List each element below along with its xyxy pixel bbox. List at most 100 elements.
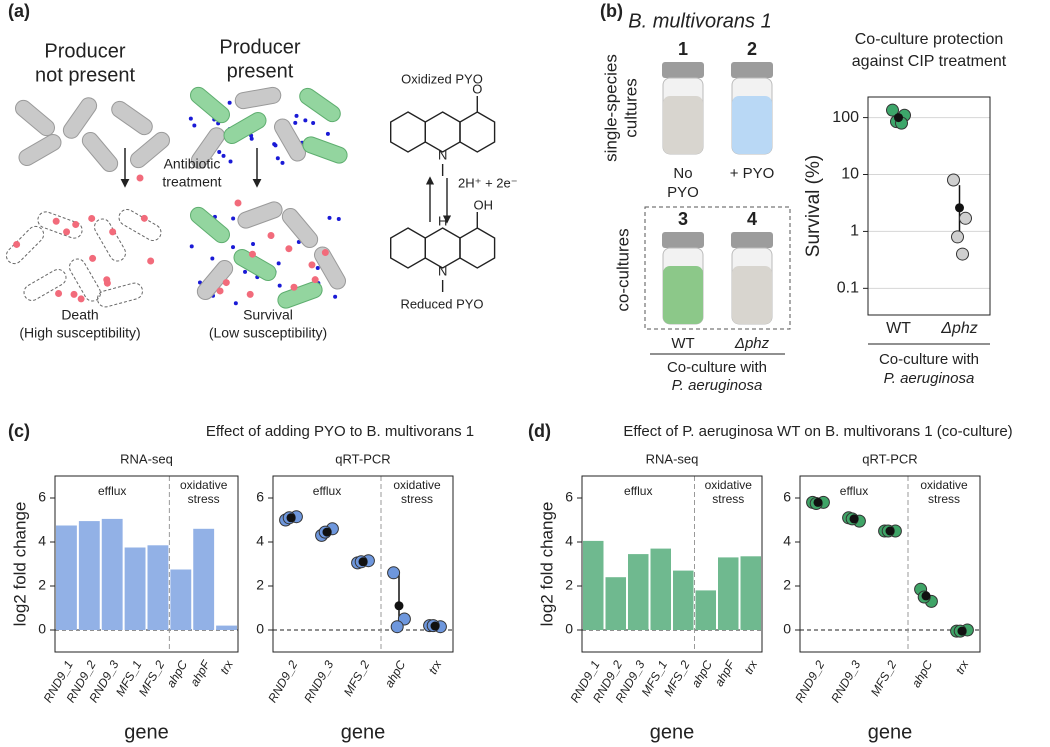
label: (High susceptibility) — [19, 325, 140, 341]
molecule — [294, 113, 299, 118]
bacterium — [190, 86, 230, 124]
molecule — [243, 269, 248, 274]
label: + PYO — [730, 165, 775, 182]
label: RND9_3 — [828, 658, 863, 705]
label: Producer — [44, 40, 125, 62]
label: Δphz — [940, 320, 978, 337]
label: RNA-seq — [120, 451, 173, 466]
mean-point — [394, 601, 404, 611]
label: ahpC — [382, 658, 409, 690]
molecule — [311, 276, 319, 284]
molecule — [77, 295, 85, 303]
label: efflux — [98, 484, 126, 498]
bacterium — [299, 87, 341, 123]
molecule — [325, 131, 330, 136]
label: trx — [953, 657, 972, 676]
label: 4 — [38, 533, 46, 549]
label: 0 — [38, 621, 46, 637]
bacterium — [118, 209, 162, 241]
label: 4 — [747, 209, 757, 229]
label: PYO — [667, 184, 699, 201]
panel-title: B. multivorans 1 — [628, 10, 771, 32]
label: MFS_2 — [868, 658, 900, 699]
bacterium — [15, 99, 55, 137]
plot-frame — [54, 475, 239, 653]
label: N — [438, 263, 447, 278]
label: 4 — [565, 533, 573, 549]
label: WT — [671, 335, 694, 352]
label: 6 — [38, 489, 46, 505]
bacterium — [233, 249, 277, 281]
bacterium — [130, 131, 170, 169]
label: P. aeruginosa — [672, 377, 763, 394]
tube-cap — [731, 62, 773, 78]
label: Death — [61, 307, 98, 323]
mean-point — [921, 591, 931, 601]
label: WT — [886, 320, 911, 337]
molecule — [136, 174, 144, 182]
bacterium — [281, 208, 319, 248]
label: oxidative — [705, 478, 753, 492]
label: stress — [188, 492, 220, 506]
label: single-species — [601, 54, 620, 162]
label: RND9_2 — [265, 658, 300, 705]
label: gene — [868, 721, 913, 743]
data-point — [956, 247, 969, 261]
molecule — [290, 283, 298, 291]
bar — [740, 556, 761, 630]
label: MFS_2 — [341, 658, 373, 699]
molecule — [63, 228, 71, 236]
bar — [673, 570, 694, 630]
data-point — [387, 566, 401, 580]
label: 10 — [841, 166, 859, 183]
bar — [170, 569, 192, 630]
bond — [424, 111, 461, 153]
bacterium — [69, 258, 102, 302]
label: ahpF — [712, 658, 738, 689]
molecule — [221, 153, 226, 158]
molecule — [70, 290, 78, 298]
molecule — [273, 143, 278, 148]
mean-point — [430, 621, 440, 631]
molecule — [285, 245, 293, 253]
molecule — [140, 214, 148, 222]
molecule — [231, 245, 236, 250]
data-point — [886, 103, 899, 117]
bacterium — [5, 225, 45, 265]
label: 0.1 — [837, 280, 859, 297]
molecule — [89, 254, 97, 262]
molecule — [231, 216, 236, 221]
molecule — [88, 214, 96, 222]
label: co-cultures — [613, 228, 632, 311]
label: stress — [928, 492, 960, 506]
bacterium — [62, 97, 98, 139]
bond — [390, 111, 426, 153]
bacterium — [190, 206, 230, 244]
label: efflux — [313, 484, 341, 498]
molecule — [315, 266, 320, 271]
bar — [583, 540, 604, 630]
box — [644, 206, 791, 330]
molecule — [13, 240, 21, 248]
bar — [628, 554, 649, 630]
bar — [147, 545, 169, 630]
label: 0 — [565, 621, 573, 637]
molecule — [233, 301, 238, 306]
label: trx — [217, 657, 236, 676]
molecule — [103, 276, 111, 284]
label: N — [438, 147, 447, 162]
panel-title: Effect of P. aeruginosa WT on B. multivo… — [623, 423, 1012, 440]
label: No — [673, 165, 692, 182]
mean-point — [894, 113, 903, 123]
label: RND9_3 — [301, 658, 336, 705]
label: 2 — [38, 577, 46, 593]
data-point — [959, 211, 972, 225]
tube-liquid — [732, 96, 772, 154]
molecule — [55, 289, 63, 297]
label: 0 — [783, 621, 791, 637]
label: Co-culture protection — [855, 31, 1004, 48]
bacterium — [190, 127, 226, 169]
label: 2 — [783, 577, 791, 593]
label: qRT-PCR — [335, 451, 390, 466]
label: trx — [426, 657, 445, 676]
